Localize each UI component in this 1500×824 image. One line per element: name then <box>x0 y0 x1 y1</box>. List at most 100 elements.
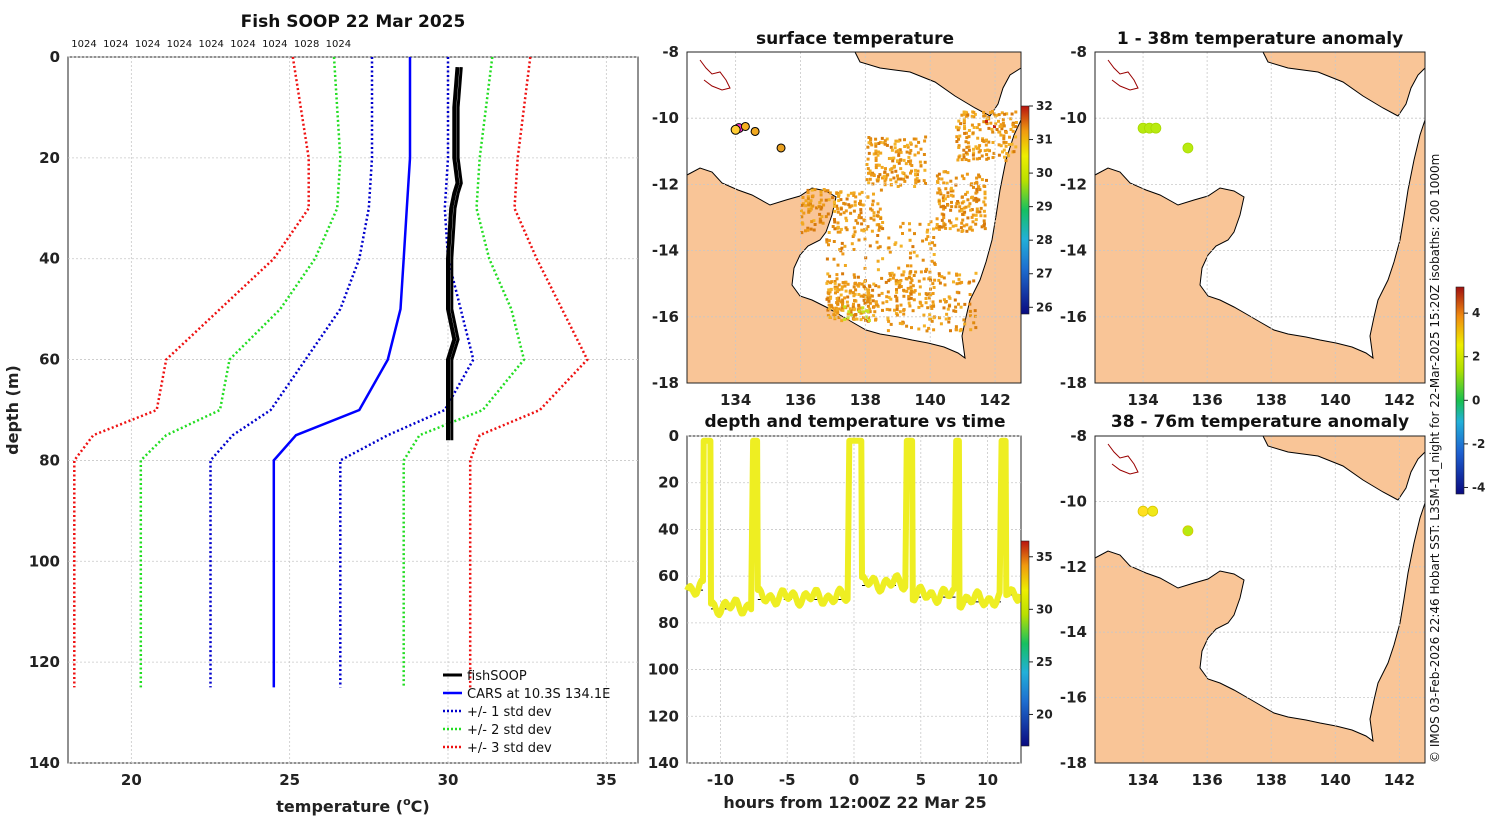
sst-pixel <box>866 145 870 149</box>
sst-pixel <box>938 190 942 194</box>
map-xtick: 140 <box>1320 391 1351 409</box>
sst-pixel <box>958 134 962 138</box>
sst-pixel <box>912 274 916 277</box>
sst-pixel <box>913 185 917 188</box>
sst-pixel <box>960 158 964 162</box>
sst-pixel <box>942 213 946 217</box>
sst-pixel <box>977 198 981 202</box>
sst-pixel <box>843 202 847 206</box>
sst-pixel <box>1009 117 1013 121</box>
sst-pixel <box>878 245 882 249</box>
sst-pixel <box>811 194 815 198</box>
sst-pixel <box>887 157 891 160</box>
profile-xlabel-end: C) <box>411 797 430 816</box>
sst-pixel <box>940 218 944 222</box>
anom-cb-label: -2 <box>1472 437 1485 451</box>
sst-pixel <box>877 223 881 227</box>
sst-pixel <box>957 137 960 141</box>
sst-pixel <box>846 282 850 286</box>
sst-pixel <box>1014 121 1018 124</box>
sst-pixel <box>991 156 995 159</box>
sst-pixel <box>874 318 877 322</box>
sst-pixel <box>910 169 913 173</box>
map-xtick: 134 <box>1127 391 1158 409</box>
sst-pixel <box>828 315 832 319</box>
sst-pixel <box>865 315 868 319</box>
map-ytick: -14 <box>1060 242 1087 260</box>
sst-pixel <box>853 230 857 234</box>
sst-pixel <box>999 133 1003 137</box>
sst-pixel <box>881 257 885 261</box>
sst-pixel <box>909 251 912 255</box>
anom2-wetland <box>1107 443 1139 475</box>
sst-pixel <box>918 292 921 296</box>
sst-pixel <box>942 298 946 302</box>
sst-pixel <box>971 220 975 224</box>
sst-pixel <box>874 301 878 305</box>
sst-pixel <box>955 135 959 139</box>
sst-pixel <box>1004 144 1008 148</box>
sst-pixel <box>987 117 991 121</box>
sst-pixel <box>949 186 953 190</box>
sst-pixel <box>963 124 966 128</box>
sst-pixel <box>852 248 856 251</box>
sst-pixel <box>980 225 984 229</box>
sst-pixel <box>975 180 979 184</box>
sst-pixel <box>858 192 862 196</box>
anom2-axis-ticks: 134 136 138 140 142 -8 -10 -12 -14 -16 -18 <box>1060 427 1415 789</box>
sst-pixel <box>962 224 966 228</box>
sst-pixel <box>976 185 980 189</box>
sst-pixel <box>909 285 913 289</box>
sst-pixel <box>921 239 925 243</box>
sst-pixel <box>928 317 932 321</box>
sst-pixel <box>937 200 941 204</box>
legend-label-std3: +/- 3 std dev <box>467 741 552 756</box>
sst-pixel <box>863 280 867 284</box>
sst-pixel <box>826 280 830 284</box>
sst-pixel <box>884 175 888 179</box>
sst-pixel <box>870 229 874 233</box>
sst-pixel <box>1005 152 1009 155</box>
sst-pixel <box>891 276 895 280</box>
sst-pixel <box>892 273 896 277</box>
sst-pixel <box>874 151 878 155</box>
sst-pixel <box>818 217 822 221</box>
sst-pixel <box>841 303 844 307</box>
sst-pixel <box>949 221 953 225</box>
sst-pixel <box>917 179 921 183</box>
depth-time-chart: depth and temperature vs time -10 -5 0 5 100… <box>648 412 1053 812</box>
sst-pixel <box>925 293 929 297</box>
anom1-title: 1 - 38m temperature anomaly <box>1117 29 1403 49</box>
sst-pixel <box>804 204 808 208</box>
sst-pixel <box>887 279 891 283</box>
sst-pixel <box>938 281 942 285</box>
legend-label-fishsoop: fishSOOP <box>467 669 527 684</box>
sst-pixel <box>978 175 982 179</box>
sst-pixel <box>991 130 995 134</box>
sst-colorbar-ticks: 26 27 28 29 30 31 32 <box>1029 99 1053 314</box>
sst-pixel <box>899 285 903 288</box>
sst-pixel <box>925 230 929 234</box>
sst-cb-label: 32 <box>1036 99 1053 113</box>
sst-pixel <box>909 270 913 274</box>
sst-pixel <box>941 196 945 200</box>
sst-pixel <box>874 142 878 146</box>
sst-pixel <box>889 183 893 187</box>
sst-pixel <box>957 302 960 306</box>
sst-pixel <box>947 295 951 299</box>
map-ytick: -12 <box>1060 558 1087 576</box>
map-xtick: 138 <box>1256 391 1287 409</box>
sst-pixel <box>856 283 860 287</box>
sst-pixel <box>825 297 829 301</box>
anom-cb-label: 2 <box>1472 350 1480 364</box>
sst-pixel <box>970 228 974 232</box>
sst-pixel <box>881 176 884 180</box>
anom-cb-label: 0 <box>1472 393 1480 407</box>
sst-pixel <box>810 188 814 192</box>
sst-pixel <box>930 259 934 263</box>
sst-pixel <box>952 309 956 313</box>
sst-pixel <box>841 272 845 276</box>
sst-pixel <box>928 313 932 317</box>
sst-pixel <box>908 222 911 226</box>
sst-pixel <box>950 205 954 209</box>
